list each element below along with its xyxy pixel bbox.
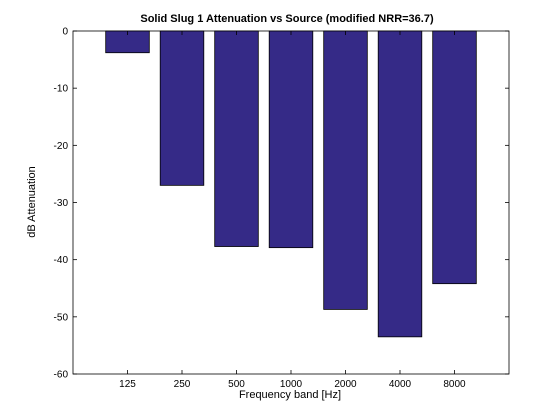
bar-2000 bbox=[323, 30, 368, 310]
y-tick-label--10: -10 bbox=[54, 84, 69, 95]
y-axis-label: dB Attenuation bbox=[26, 166, 38, 238]
x-tick-label-250: 250 bbox=[174, 379, 191, 390]
y-tick-label-0: 0 bbox=[62, 27, 68, 38]
bar-4000 bbox=[377, 30, 423, 338]
y-tick-label--40: -40 bbox=[54, 255, 69, 266]
x-tick-label-500: 500 bbox=[228, 379, 245, 390]
bar-250 bbox=[159, 30, 205, 186]
x-tick-label-8000: 8000 bbox=[443, 379, 466, 390]
y-tick-label--60: -60 bbox=[54, 370, 69, 381]
y-tick-label--20: -20 bbox=[54, 141, 69, 152]
bar-1000 bbox=[268, 30, 314, 249]
x-tick-label-125: 125 bbox=[119, 379, 136, 390]
x-axis-ticks: 125 250 500 1000 2000 4000 8000 bbox=[119, 31, 466, 390]
y-tick-label--30: -30 bbox=[54, 198, 69, 209]
bars bbox=[105, 30, 477, 338]
bar-8000 bbox=[432, 30, 477, 285]
y-axis-ticks: 0 -10 -20 -30 -40 -50 -60 bbox=[54, 27, 509, 381]
x-tick-label-1000: 1000 bbox=[280, 379, 303, 390]
x-tick-label-2000: 2000 bbox=[334, 379, 357, 390]
x-tick-label-4000: 4000 bbox=[389, 379, 412, 390]
bar-500 bbox=[214, 30, 259, 247]
chart-title: Solid Slug 1 Attenuation vs Source (modi… bbox=[140, 13, 434, 25]
x-axis-label: Frequency band [Hz] bbox=[239, 389, 341, 401]
y-tick-label--50: -50 bbox=[54, 312, 69, 323]
